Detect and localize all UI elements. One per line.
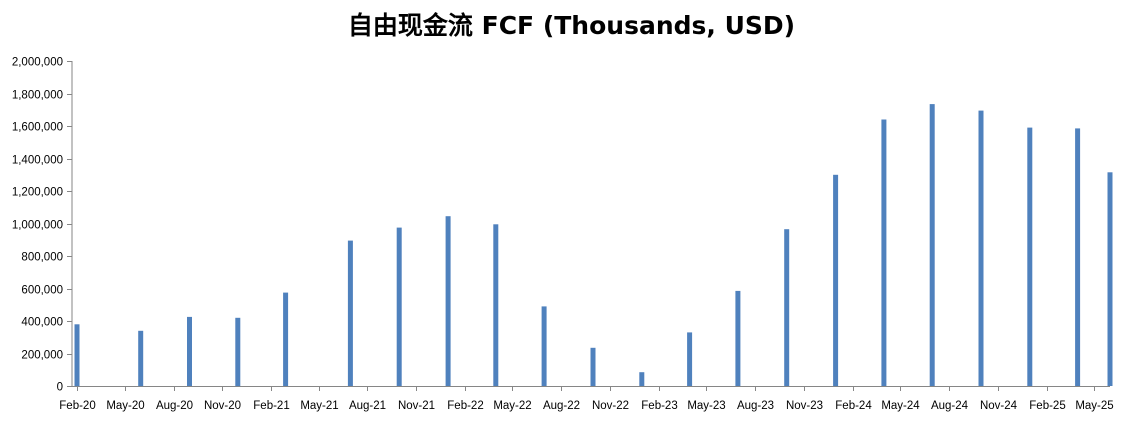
x-tick-label: Nov-21 [398, 400, 435, 412]
x-tick-label: Aug-24 [931, 400, 969, 412]
x-tick-label: Nov-24 [980, 400, 1018, 412]
x-tick-label: May-23 [687, 400, 725, 412]
y-tick-label: 600,000 [21, 285, 63, 297]
bar [445, 216, 451, 386]
bar [283, 292, 289, 386]
bar [347, 240, 353, 386]
y-tick-label: 200,000 [21, 350, 63, 362]
y-tick-label: 1,800,000 [12, 90, 63, 102]
x-tick-label: Feb-22 [447, 400, 483, 412]
bar [74, 324, 80, 387]
x-tick-label: Aug-20 [156, 400, 193, 412]
bar [493, 224, 499, 386]
x-tick-label: Feb-23 [641, 400, 677, 412]
bar [639, 372, 645, 386]
y-tick-label: 1,200,000 [12, 187, 63, 199]
bar [929, 104, 935, 386]
bar [138, 330, 144, 387]
bar-series [74, 104, 1113, 387]
y-tick-label: 2,000,000 [12, 57, 63, 69]
chart-title: 自由现金流 FCF (Thousands, USD) [347, 11, 796, 40]
bar [396, 227, 402, 386]
x-tick-label: Nov-23 [786, 400, 823, 412]
y-tick-label: 0 [57, 382, 63, 394]
bar [687, 332, 693, 386]
x-tick-label: May-24 [881, 400, 920, 412]
x-tick-label: Feb-24 [835, 400, 872, 412]
bar [1075, 128, 1081, 386]
bar [833, 174, 839, 387]
x-axis: Feb-20 May-20 Aug-20 Nov-20 Feb-21 May-21 Aug-… [59, 386, 1114, 412]
bar [235, 317, 241, 387]
y-tick-label: 1,000,000 [12, 220, 63, 232]
y-tick-label: 1,400,000 [12, 155, 63, 167]
x-tick-label: Aug-22 [543, 400, 580, 412]
x-tick-label: Feb-21 [253, 400, 289, 412]
x-tick-label: May-25 [1075, 400, 1113, 412]
bar [1107, 172, 1113, 386]
x-tick-label: May-22 [493, 400, 531, 412]
x-tick-label: Aug-23 [737, 400, 774, 412]
bar [590, 347, 596, 386]
bar [187, 316, 192, 386]
x-tick-label: May-21 [300, 400, 338, 412]
y-tick-label: 800,000 [21, 252, 63, 264]
x-tick-label: Nov-20 [204, 400, 241, 412]
bar [735, 290, 741, 386]
x-tick-label: Nov-22 [592, 400, 629, 412]
x-tick-label: May-20 [106, 400, 144, 412]
bar [881, 119, 887, 386]
x-tick-label: Feb-25 [1029, 400, 1065, 412]
x-tick-label: Feb-20 [59, 400, 95, 412]
bar [1027, 127, 1033, 386]
bar [784, 229, 790, 386]
bar [541, 306, 547, 386]
y-axis: 0 200,000 400,000 600,000 800,000 1,000,000 1,… [12, 57, 73, 394]
y-tick-label: 1,600,000 [12, 122, 63, 134]
bar [978, 110, 984, 386]
x-tick-label: Aug-21 [349, 400, 386, 412]
y-tick-label: 400,000 [21, 317, 63, 329]
